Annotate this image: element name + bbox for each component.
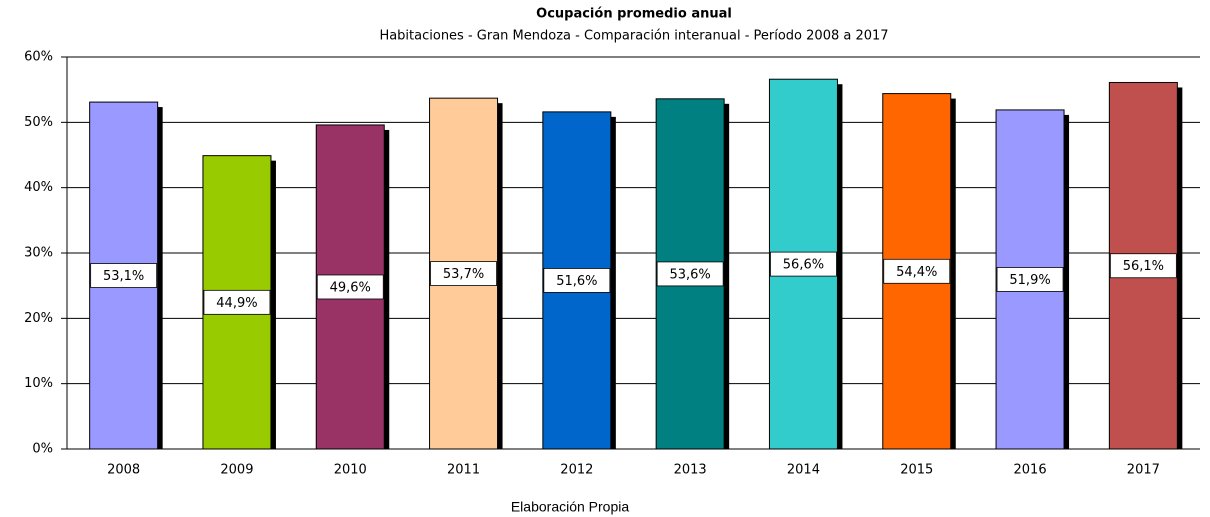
y-tick-label: 0% [32,442,53,457]
y-tick-label: 20% [24,311,53,326]
value-label-box [430,261,497,286]
x-tick-label: 2011 [447,463,480,478]
value-label-box [1109,253,1177,279]
value-label: 54,4% [896,265,937,280]
value-label: 51,6% [556,274,597,289]
value-label: 53,6% [669,267,710,282]
caption: Elaboración Propia [511,499,630,515]
value-label-box [316,274,384,300]
x-tick-label: 2013 [674,463,707,478]
x-tick-label: 2008 [107,463,140,478]
chart-subtitle: Habitaciones - Gran Mendoza - Comparació… [379,29,888,44]
y-tick-label: 30% [24,246,53,261]
x-tick-label: 2012 [560,463,593,478]
value-label: 53,7% [443,267,484,282]
value-label-box [90,263,158,288]
value-label: 51,9% [1009,273,1050,288]
value-label: 56,6% [783,258,824,273]
y-tick-label: 50% [24,115,53,130]
value-label: 44,9% [216,296,257,311]
chart-title: Ocupación promedio anual [536,7,732,22]
value-label-box [203,289,271,315]
value-label-box [543,268,611,293]
x-tick-label: 2015 [900,463,933,478]
value-label-box [656,261,724,287]
y-tick-label: 40% [24,180,53,195]
value-label-box [770,251,837,277]
value-label: 56,1% [1123,259,1164,274]
x-tick-label: 2010 [334,463,367,478]
value-label: 49,6% [330,280,371,295]
x-tick-label: 2014 [787,463,820,478]
x-tick-label: 2017 [1127,463,1160,478]
value-label-box [996,267,1064,292]
value-label-box [883,258,951,284]
x-tick-label: 2016 [1014,463,1047,478]
value-label: 53,1% [103,269,144,284]
y-tick-label: 60% [24,50,53,65]
x-tick-label: 2009 [220,463,253,478]
y-tick-label: 10% [24,376,53,391]
